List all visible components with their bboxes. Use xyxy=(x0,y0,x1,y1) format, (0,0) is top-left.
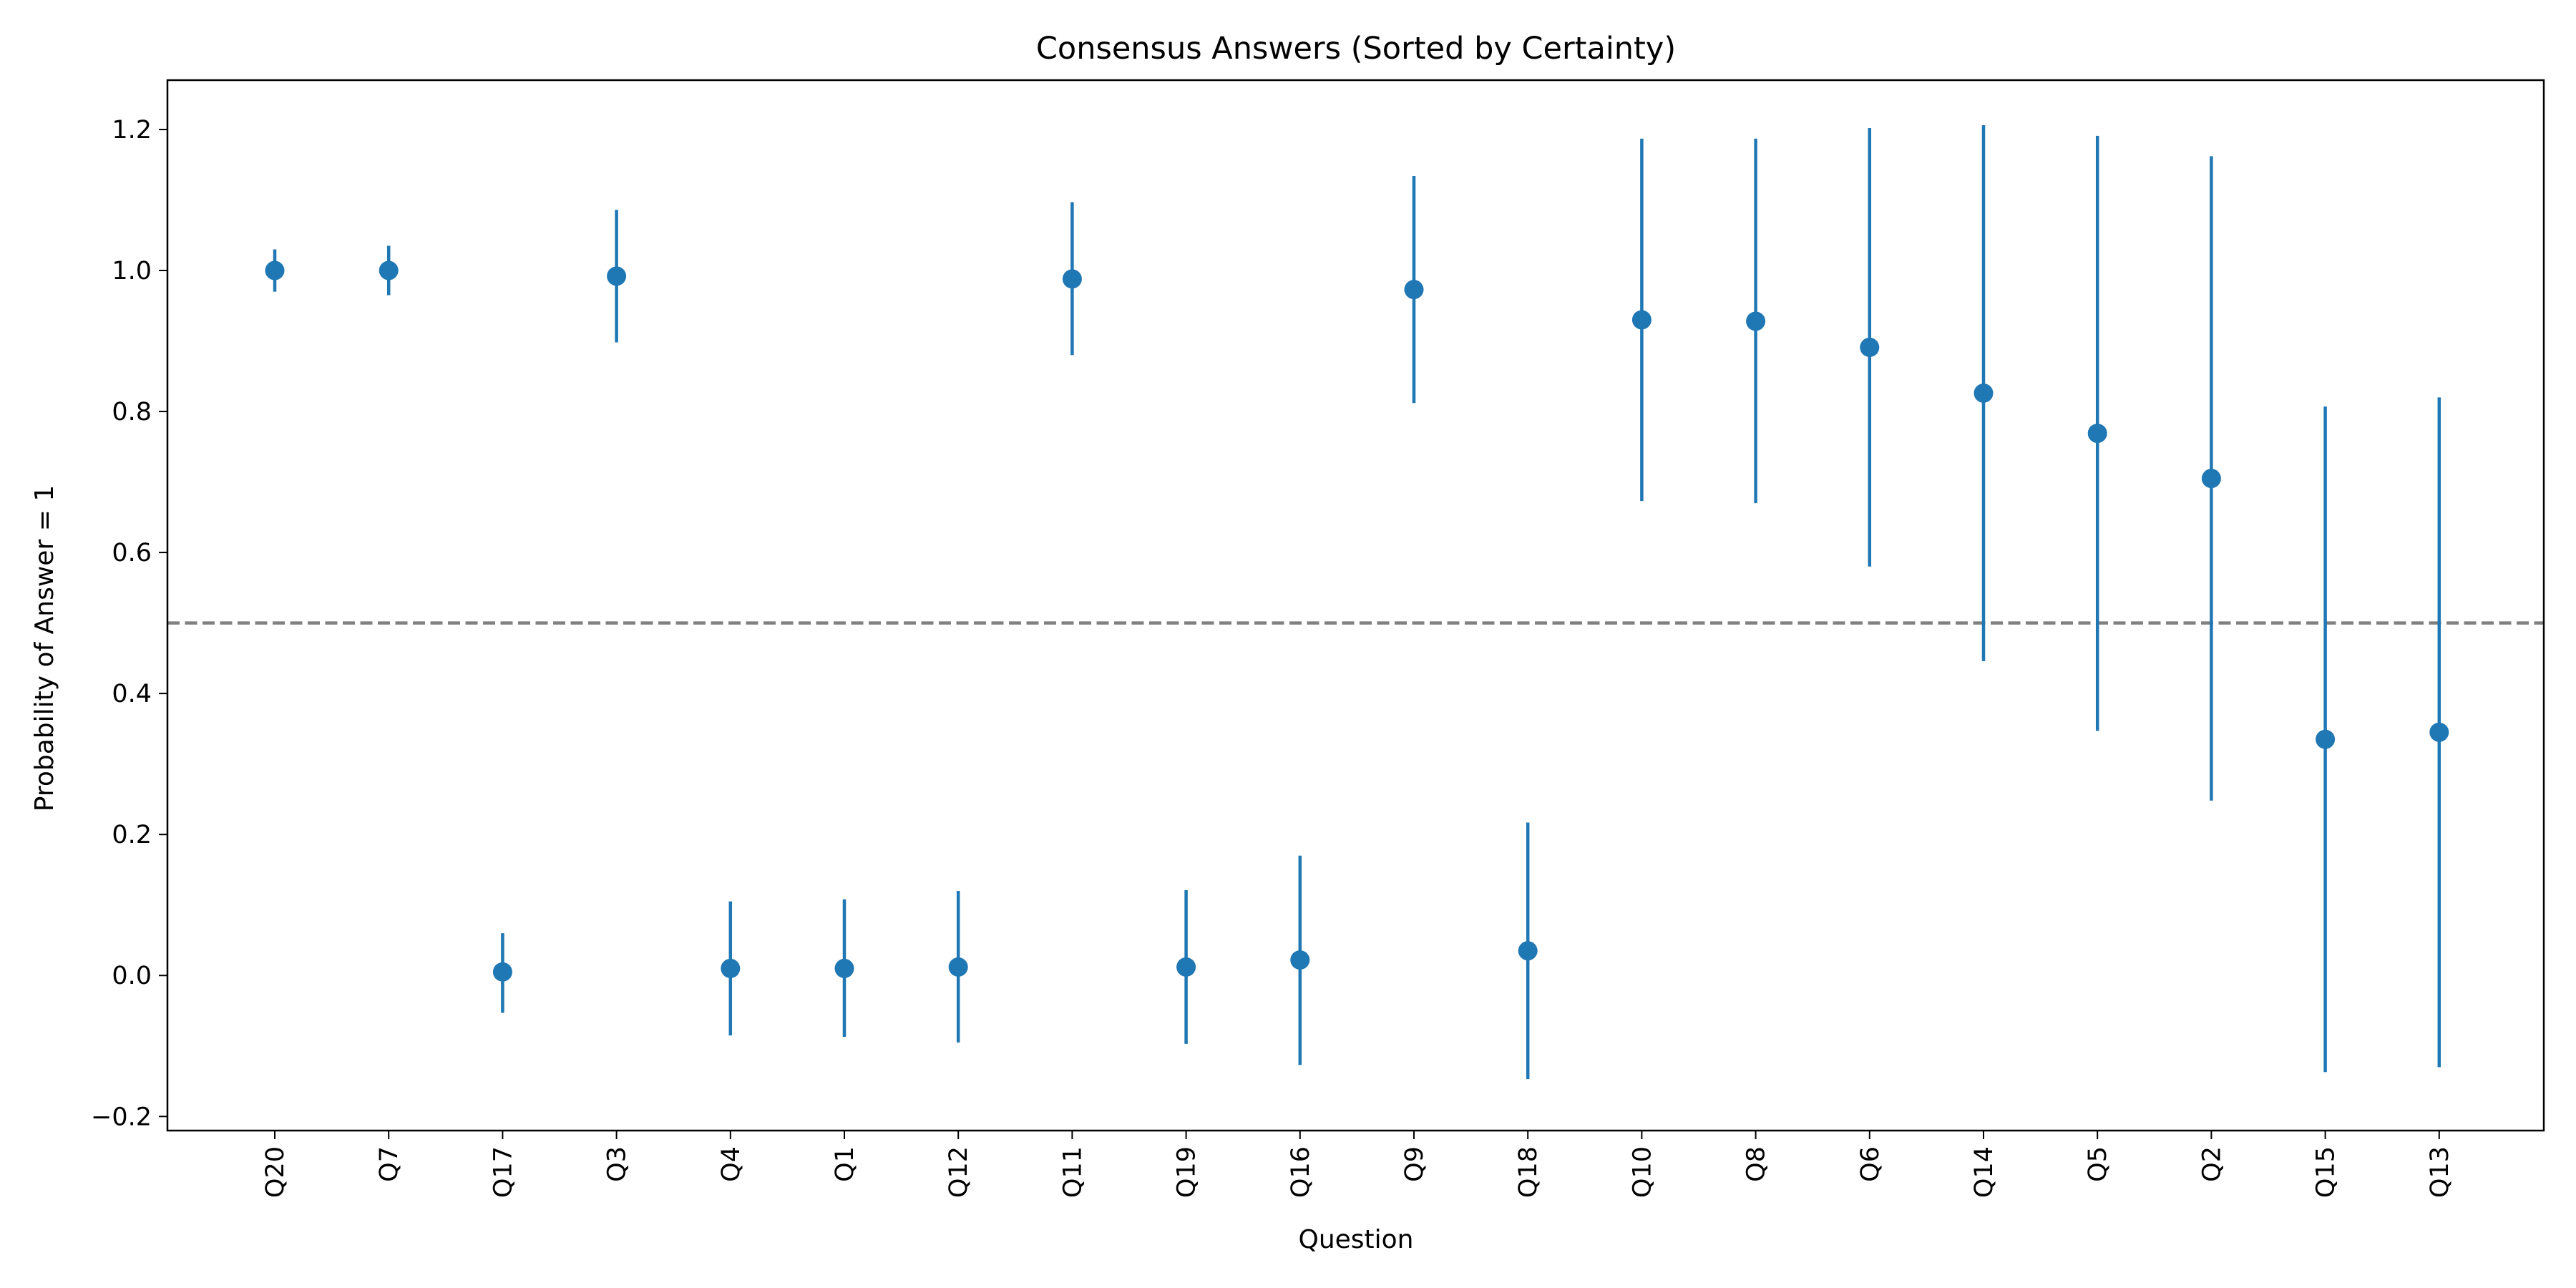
data-point xyxy=(948,957,968,977)
x-tick-label: Q4 xyxy=(717,1146,746,1182)
data-point xyxy=(1860,337,1880,357)
x-tick-label: Q16 xyxy=(1287,1146,1315,1198)
data-point xyxy=(379,260,399,280)
x-tick-label: Q7 xyxy=(375,1146,404,1182)
data-point xyxy=(2316,729,2336,749)
data-point xyxy=(607,266,627,286)
x-tick-label: Q10 xyxy=(1628,1146,1657,1198)
x-tick-label: Q8 xyxy=(1742,1146,1771,1182)
data-point xyxy=(2201,469,2221,489)
x-tick-label: Q19 xyxy=(1173,1146,1201,1198)
y-tick-label: 0.6 xyxy=(112,539,152,567)
y-tick-label: 0.0 xyxy=(112,962,152,990)
data-point xyxy=(1518,941,1538,961)
y-tick-label: 1.2 xyxy=(112,116,152,145)
data-point xyxy=(2429,722,2449,742)
data-point xyxy=(1746,311,1766,331)
data-point xyxy=(1176,957,1196,977)
x-tick-label: Q5 xyxy=(2084,1146,2112,1182)
x-tick-label: Q14 xyxy=(1970,1146,1999,1198)
x-tick-label: Q11 xyxy=(1058,1146,1087,1198)
x-tick-label: Q6 xyxy=(1856,1146,1885,1182)
x-tick-label: Q20 xyxy=(261,1146,290,1198)
data-point xyxy=(834,958,854,978)
x-tick-label: Q9 xyxy=(1400,1146,1429,1182)
data-point xyxy=(1404,280,1424,300)
data-point xyxy=(1974,383,1994,403)
y-tick-label: 0.4 xyxy=(112,680,152,708)
x-tick-label: Q18 xyxy=(1514,1146,1543,1198)
x-tick-label: Q12 xyxy=(945,1146,973,1198)
x-tick-label: Q2 xyxy=(2197,1146,2226,1182)
x-axis-label: Question xyxy=(1298,1225,1413,1254)
plot-frame xyxy=(166,79,2545,1132)
data-point xyxy=(492,962,512,982)
data-point xyxy=(1290,950,1310,970)
y-axis-label: Probability of Answer = 1 xyxy=(30,485,59,811)
x-tick-label: Q3 xyxy=(603,1146,632,1182)
x-tick-label: Q13 xyxy=(2426,1146,2454,1198)
y-tick-label: 1.0 xyxy=(112,257,152,286)
x-tick-label: Q15 xyxy=(2312,1146,2341,1198)
data-point xyxy=(2087,424,2107,444)
plot-area: −0.2 0.0 0.2 0.4 0.6 0.8 1.0 1.2 Q20 Q7 Q17 Q3 Q4 Q1 Q… xyxy=(91,79,2545,1198)
x-tick-label: Q1 xyxy=(831,1146,859,1182)
data-point xyxy=(721,958,741,978)
data-point xyxy=(1631,310,1652,330)
chart-title: Consensus Answers (Sorted by Certainty) xyxy=(1036,31,1676,67)
y-tick-label: 0.2 xyxy=(112,821,152,849)
data-point xyxy=(1062,269,1082,289)
x-tick-label: Q17 xyxy=(489,1146,517,1198)
y-tick-label: 0.8 xyxy=(112,398,152,426)
y-tick-label: −0.2 xyxy=(91,1103,152,1131)
data-point xyxy=(265,260,285,280)
